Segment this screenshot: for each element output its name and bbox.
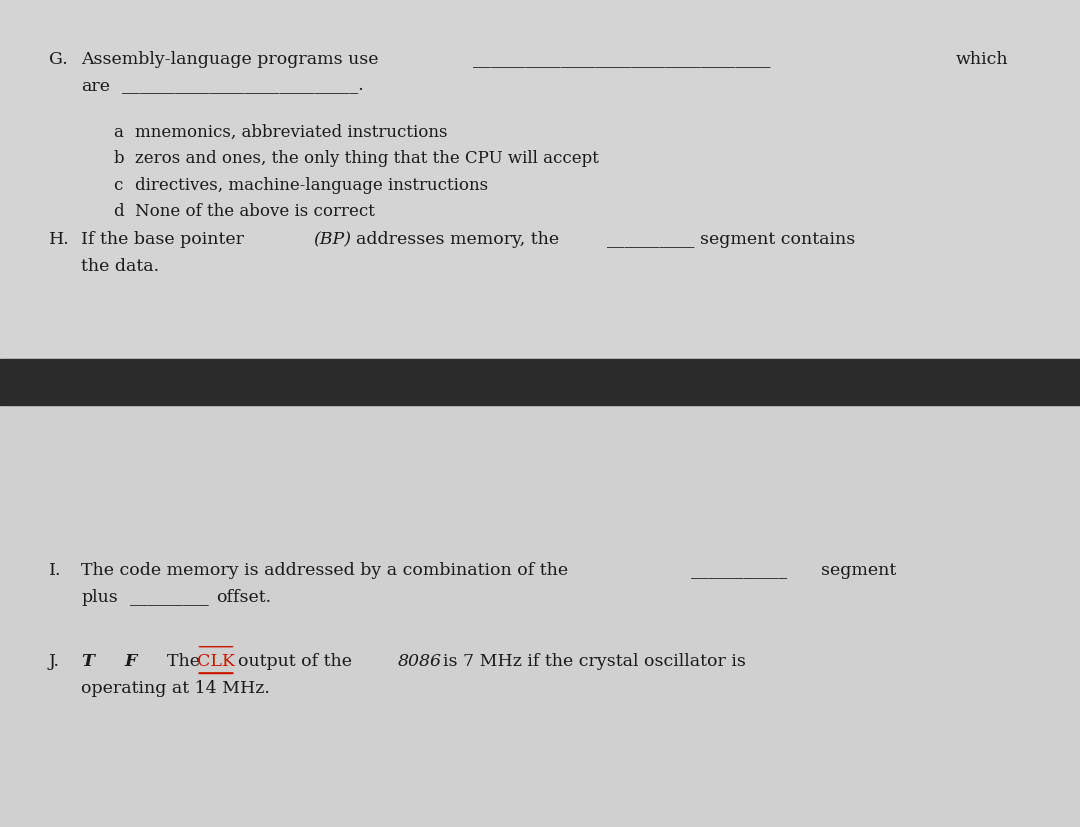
Text: J.: J.: [49, 653, 59, 670]
Bar: [0, 0, 1080, 359]
Text: ___________________________.: ___________________________.: [122, 78, 364, 94]
Text: segment contains: segment contains: [700, 232, 855, 248]
Text: H.: H.: [49, 232, 69, 248]
Text: d: d: [113, 203, 124, 220]
Bar: [0, 359, 1080, 405]
Text: segment: segment: [821, 562, 896, 579]
Text: F: F: [124, 653, 136, 670]
Text: CLK: CLK: [197, 653, 234, 670]
Text: If the base pointer: If the base pointer: [81, 232, 249, 248]
Text: are: are: [81, 78, 110, 94]
Text: I.: I.: [49, 562, 62, 579]
Text: addresses memory, the: addresses memory, the: [356, 232, 559, 248]
Text: The: The: [167, 653, 206, 670]
Text: G.: G.: [49, 51, 67, 68]
Text: is 7 MHz if the crystal oscillator is: is 7 MHz if the crystal oscillator is: [443, 653, 745, 670]
Text: the data.: the data.: [81, 258, 159, 275]
Text: __________: __________: [607, 232, 694, 248]
Text: mnemonics, abbreviated instructions: mnemonics, abbreviated instructions: [135, 124, 447, 141]
Text: offset.: offset.: [216, 589, 271, 605]
Text: T: T: [81, 653, 94, 670]
Text: zeros and ones, the only thing that the CPU will accept: zeros and ones, the only thing that the …: [135, 151, 599, 167]
Text: c: c: [113, 177, 123, 194]
Text: __________________________________: __________________________________: [473, 51, 770, 68]
Text: plus: plus: [81, 589, 118, 605]
Text: 8086: 8086: [397, 653, 442, 670]
Text: which: which: [956, 51, 1009, 68]
Text: ___________: ___________: [691, 562, 787, 579]
Text: a: a: [113, 124, 123, 141]
Bar: [0, 405, 1080, 827]
Text: directives, machine-language instructions: directives, machine-language instruction…: [135, 177, 488, 194]
Text: None of the above is correct: None of the above is correct: [135, 203, 375, 220]
Text: operating at 14 MHz.: operating at 14 MHz.: [81, 680, 270, 696]
Text: b: b: [113, 151, 124, 167]
Text: (BP): (BP): [313, 232, 351, 248]
Text: output of the: output of the: [238, 653, 357, 670]
Text: _________: _________: [130, 589, 208, 605]
Text: Assembly-language programs use: Assembly-language programs use: [81, 51, 378, 68]
Text: The code memory is addressed by a combination of the: The code memory is addressed by a combin…: [81, 562, 568, 579]
